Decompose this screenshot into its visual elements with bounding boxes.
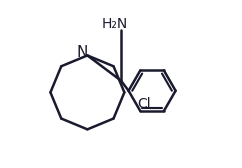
Text: N: N <box>77 45 88 60</box>
Text: Cl: Cl <box>138 97 151 111</box>
Text: H₂N: H₂N <box>101 16 127 31</box>
